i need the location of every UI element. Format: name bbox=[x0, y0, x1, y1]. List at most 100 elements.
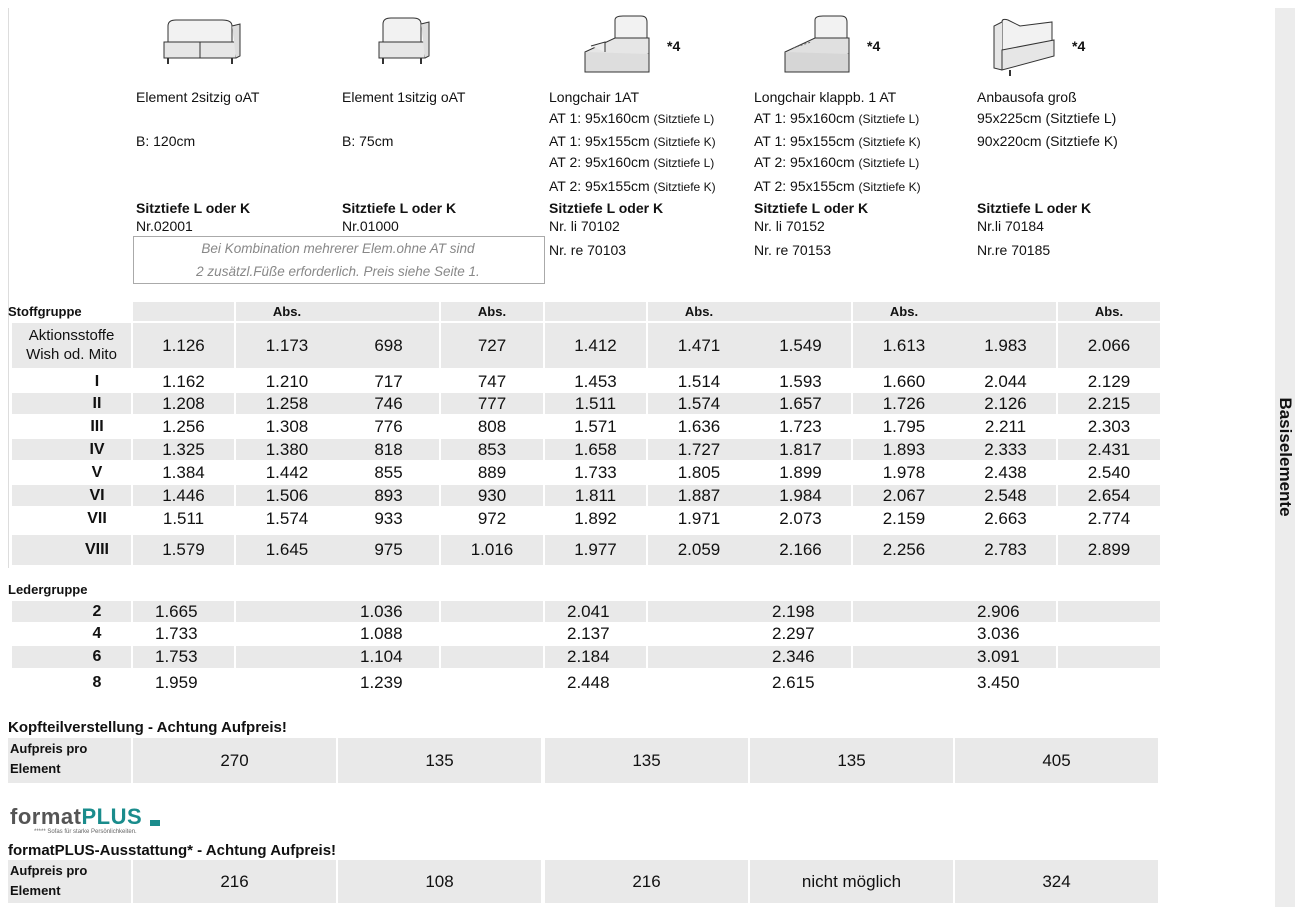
price: 2.066 bbox=[1087, 335, 1131, 355]
badge: *4 bbox=[667, 38, 681, 54]
price: 135 bbox=[425, 750, 454, 770]
price-cell bbox=[236, 485, 338, 506]
price: 3.091 bbox=[977, 647, 1020, 666]
price-cell bbox=[338, 860, 541, 903]
price-cell bbox=[133, 601, 234, 622]
sofa-icon bbox=[784, 15, 850, 73]
section-title: formatPLUS-Ausstattung* - Achtung Aufpre… bbox=[8, 842, 337, 859]
price-cell bbox=[750, 535, 851, 565]
row-label: Element bbox=[10, 761, 61, 776]
detail-note: (Sitztiefe K) bbox=[858, 135, 921, 149]
price: 2.129 bbox=[1087, 371, 1131, 391]
price: 2.654 bbox=[1087, 485, 1131, 505]
section-label: Ledergruppe bbox=[8, 582, 88, 597]
price: 1.442 bbox=[265, 462, 309, 482]
price-cell bbox=[648, 393, 750, 414]
product-icon bbox=[980, 12, 1064, 78]
price-cell bbox=[750, 485, 851, 506]
price-cell bbox=[1058, 601, 1160, 622]
price: 2.438 bbox=[984, 462, 1027, 482]
price-cell bbox=[338, 485, 439, 506]
price-cell bbox=[441, 535, 543, 565]
price: 2.059 bbox=[677, 540, 721, 559]
price: 1.811 bbox=[574, 485, 617, 505]
product-depth: Sitztiefe L oder K bbox=[136, 200, 251, 216]
price: 2.431 bbox=[1087, 439, 1131, 459]
header-abs: Abs. bbox=[1094, 304, 1124, 319]
price: 1.984 bbox=[779, 485, 822, 505]
price: 108 bbox=[425, 871, 454, 891]
price: 1.574 bbox=[265, 508, 309, 528]
price: 2.198 bbox=[772, 601, 815, 621]
section-title: Kopfteilverstellung - Achtung Aufpreis! bbox=[8, 719, 287, 736]
label-cell bbox=[12, 323, 131, 368]
price-cell bbox=[955, 601, 1056, 622]
product-depth: Sitztiefe L oder K bbox=[977, 200, 1092, 216]
price-cell bbox=[853, 485, 955, 506]
group-label: Wish od. Mito bbox=[26, 346, 117, 363]
logo-word: format bbox=[10, 804, 82, 829]
product-number: Nr. li 70152 bbox=[754, 218, 825, 234]
price: 2.166 bbox=[779, 540, 822, 559]
price-cell bbox=[545, 393, 646, 414]
price-cell bbox=[648, 646, 750, 668]
price-cell bbox=[750, 601, 851, 622]
price: 1.511 bbox=[574, 393, 617, 413]
group-label: VII bbox=[87, 509, 107, 527]
price-cell bbox=[750, 646, 851, 668]
price-cell bbox=[648, 535, 750, 565]
price-cell bbox=[338, 393, 439, 414]
price: 216 bbox=[632, 871, 661, 891]
price: 2.256 bbox=[882, 540, 926, 559]
price: 2.297 bbox=[772, 624, 815, 643]
detail-size: AT 1: 95x155cm bbox=[754, 133, 855, 149]
product-detail: AT 1: 95x155cm (Sitztiefe K) bbox=[549, 133, 716, 150]
price-cell bbox=[545, 860, 748, 903]
group-label: VI bbox=[89, 486, 105, 504]
price-cell bbox=[338, 601, 439, 622]
price: 324 bbox=[1042, 871, 1071, 891]
price: 1.613 bbox=[882, 335, 926, 355]
price-cell bbox=[236, 601, 338, 622]
price: 777 bbox=[477, 393, 507, 413]
price: 2.663 bbox=[984, 508, 1027, 528]
price: 2.067 bbox=[882, 485, 926, 505]
price-cell bbox=[133, 738, 336, 783]
product-detail: AT 1: 95x155cm (Sitztiefe K) bbox=[754, 133, 921, 150]
price: 1.817 bbox=[779, 439, 822, 459]
price-cell bbox=[750, 738, 953, 783]
row-label: Aufpreis pro bbox=[10, 741, 88, 756]
product-number: Nr. li 70102 bbox=[549, 218, 620, 234]
price: 2.215 bbox=[1087, 393, 1131, 413]
price: 727 bbox=[477, 335, 507, 355]
note-line: 2 zusätzl.Füße erforderlich. Preis siehe… bbox=[196, 264, 480, 279]
price: 893 bbox=[374, 485, 403, 505]
group-label: IV bbox=[89, 440, 105, 458]
price: 2.137 bbox=[567, 624, 610, 643]
price: 2.333 bbox=[984, 439, 1027, 459]
price: 717 bbox=[374, 371, 403, 391]
product-name: Element 2sitzig oAT bbox=[136, 89, 260, 105]
price: 1.658 bbox=[574, 439, 617, 459]
label-cell bbox=[12, 646, 131, 668]
detail-note: (Sitztiefe L) bbox=[653, 112, 715, 126]
logo-tagline: ***** Sofas für starke Persönlichkeiten. bbox=[34, 829, 137, 835]
price: 2.044 bbox=[984, 371, 1027, 391]
price-cell bbox=[133, 646, 234, 668]
detail-size: AT 1: 95x155cm bbox=[549, 133, 650, 149]
price-cell bbox=[236, 646, 338, 668]
row-label: Element bbox=[10, 883, 61, 898]
price: 1.593 bbox=[779, 371, 822, 391]
header-cell bbox=[338, 302, 439, 321]
product-icon bbox=[365, 12, 449, 78]
label-cell bbox=[12, 485, 131, 506]
price: 1.162 bbox=[162, 371, 205, 391]
price-cell bbox=[955, 738, 1158, 783]
price-cell bbox=[853, 646, 955, 668]
price: 135 bbox=[837, 750, 866, 770]
price-cell bbox=[1058, 485, 1160, 506]
header-cell bbox=[750, 302, 851, 321]
label-cell bbox=[12, 439, 131, 460]
group-label: I bbox=[94, 372, 100, 390]
price: 1.977 bbox=[574, 540, 617, 559]
